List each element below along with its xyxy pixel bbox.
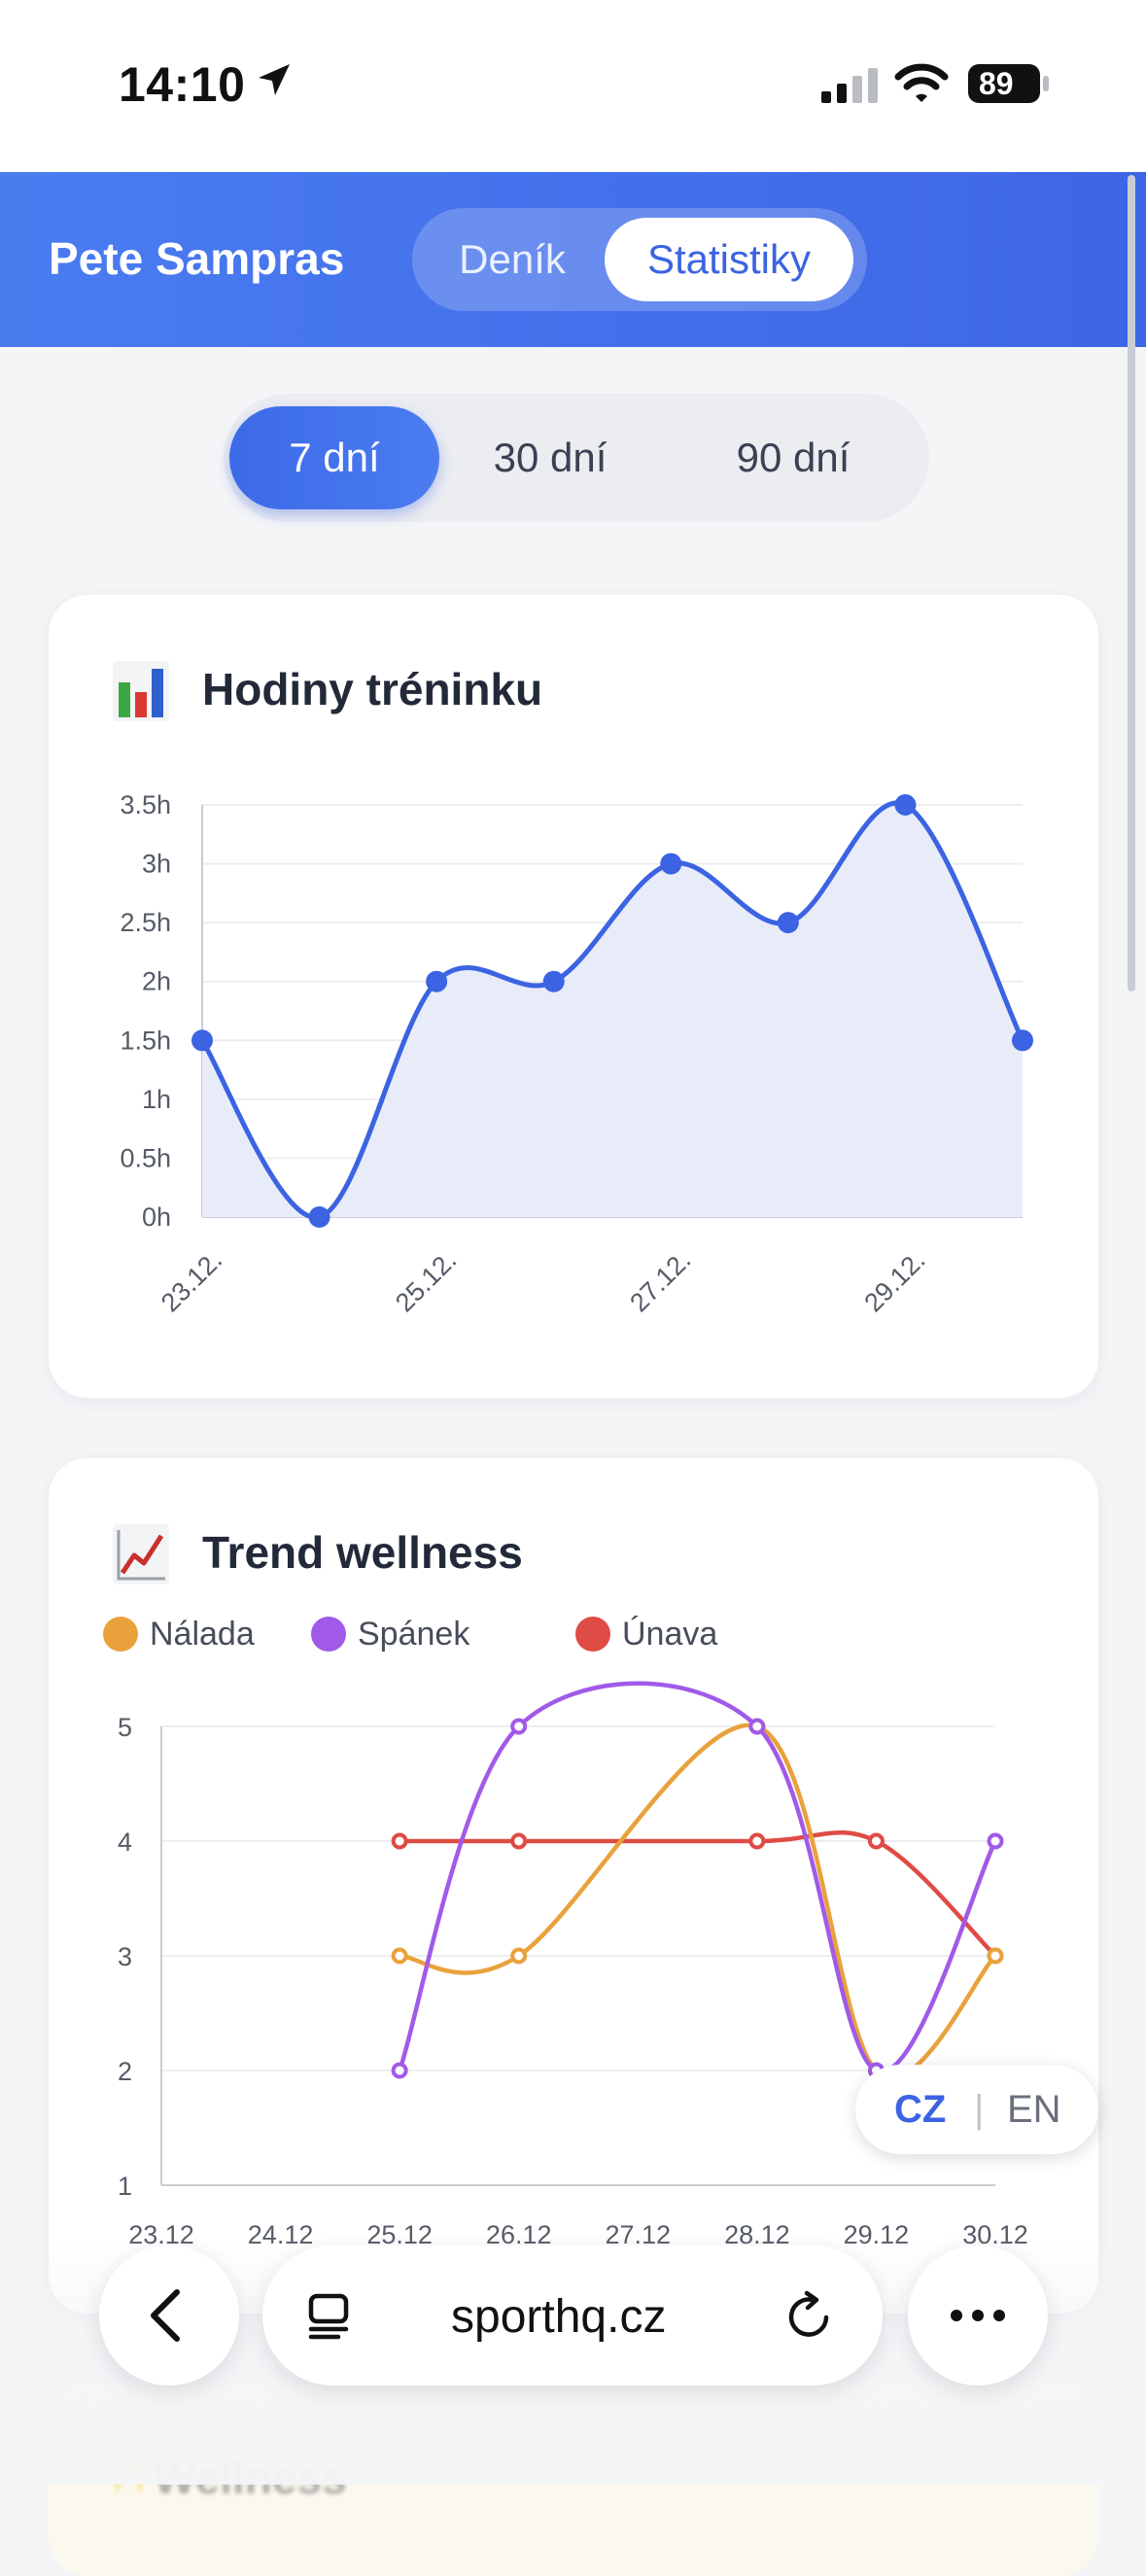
data-point [987, 1832, 1004, 1850]
language-switch: CZ | EN [855, 2065, 1098, 2154]
y-tick-label: 1.5h [120, 1026, 171, 1055]
legend-label: Spánek [358, 1616, 470, 1653]
data-point [1012, 1029, 1033, 1052]
legend-dot [103, 1617, 138, 1652]
tab-statistics[interactable]: Statistiky [605, 218, 853, 301]
data-point [894, 794, 917, 816]
period-selector: 7 dní 30 dní 90 dní [224, 394, 929, 522]
location-arrow-icon [259, 64, 290, 95]
y-tick-label: 3h [142, 850, 171, 879]
language-separator: | [974, 2088, 985, 2131]
language-en[interactable]: EN [1007, 2088, 1061, 2131]
x-tick-label: 23.12. [156, 1245, 227, 1317]
browser-url[interactable]: sporthq.cz [451, 2291, 667, 2343]
user-name: Pete Sampras [49, 233, 345, 284]
series-line [398, 1681, 997, 2074]
data-point [308, 1206, 330, 1228]
browser-back-button[interactable] [99, 2245, 239, 2385]
legend-label: Únava [622, 1616, 718, 1653]
bar-chart-icon [113, 661, 169, 721]
y-tick-label: 1h [142, 1085, 171, 1114]
x-tick-label: 29.12. [858, 1245, 930, 1317]
legend-item-mood[interactable]: Nálada [103, 1616, 255, 1654]
y-tick-label: 0h [142, 1202, 171, 1232]
legend-label: Nálada [150, 1616, 255, 1653]
legend-dot [311, 1617, 346, 1652]
x-tick-label: 25.12. [390, 1245, 462, 1317]
wellness-trend-card: Trend wellness Nálada Spánek Únava 1 2 3 4 5… [49, 1458, 1098, 2314]
more-dots-icon [951, 2310, 1005, 2321]
cellular-signal-icon [821, 68, 878, 103]
legend-dot [575, 1617, 610, 1652]
line-chart-icon [113, 1524, 169, 1584]
chevron-left-icon [151, 2289, 180, 2342]
x-tick-label: 27.12. [624, 1245, 696, 1317]
data-point [660, 853, 682, 875]
browser-address-bar[interactable] [262, 2245, 883, 2385]
data-point [748, 1832, 766, 1850]
page-scrollbar[interactable] [1128, 175, 1135, 992]
legend-item-sleep[interactable]: Spánek [311, 1616, 469, 1654]
wellness-trend-title: Trend wellness [202, 1527, 523, 1578]
training-hours-card: Hodiny tréninku 0h 0.5h 1h 1.5h 2h 2.5h 3h 3.5h… [49, 595, 1098, 1398]
series-line [399, 1723, 997, 2080]
area-fill [202, 802, 1023, 1218]
reload-icon[interactable] [783, 2290, 836, 2343]
view-switch: Deník Statistiky [412, 208, 867, 311]
data-point [391, 1832, 408, 1850]
data-point [777, 912, 799, 934]
data-point [987, 1947, 1004, 1965]
y-tick-label: 3.5h [120, 790, 171, 819]
data-point [510, 1832, 528, 1850]
y-tick-label: 2.5h [120, 908, 171, 937]
y-tick-label: 5 [118, 1713, 132, 1742]
period-7-days[interactable]: 7 dní [229, 406, 439, 509]
data-point [426, 970, 448, 992]
period-90-days[interactable]: 90 dní [736, 435, 851, 480]
y-tick-label: 4 [118, 1828, 132, 1857]
data-point [391, 1947, 408, 1965]
data-point [391, 2062, 408, 2079]
status-time: 14:10 [119, 57, 246, 112]
data-point [510, 1718, 528, 1735]
y-tick-label: 1 [118, 2172, 132, 2201]
tabs-icon [308, 2293, 349, 2340]
y-tick-label: 2 [118, 2057, 132, 2086]
app-header: Pete Sampras Deník Statistiky [0, 172, 1146, 347]
data-point [542, 970, 565, 992]
training-hours-chart: 0h 0.5h 1h 1.5h 2h 2.5h 3h 3.5h 23.12. 25.12. 27.1… [120, 790, 1033, 1317]
browser-more-button[interactable] [908, 2245, 1048, 2385]
language-cz[interactable]: CZ [894, 2088, 947, 2131]
training-hours-title: Hodiny tréninku [202, 664, 543, 714]
battery-level: 89 [979, 66, 1014, 101]
series-line [399, 1830, 997, 1958]
y-tick-label: 3 [118, 1942, 132, 1971]
battery-icon: 89 [967, 62, 1051, 105]
data-point [510, 1947, 528, 1965]
legend-item-fatigue[interactable]: Únava [575, 1616, 717, 1654]
period-30-days[interactable]: 30 dní [493, 435, 608, 480]
tab-diary[interactable]: Deník [459, 236, 566, 282]
data-point [748, 1718, 766, 1735]
y-tick-label: 2h [142, 967, 171, 996]
wifi-icon [894, 63, 949, 102]
data-point [191, 1029, 213, 1052]
y-tick-label: 0.5h [120, 1143, 171, 1172]
status-bar: 14:10 89 [0, 0, 1146, 172]
data-point [867, 1832, 885, 1850]
